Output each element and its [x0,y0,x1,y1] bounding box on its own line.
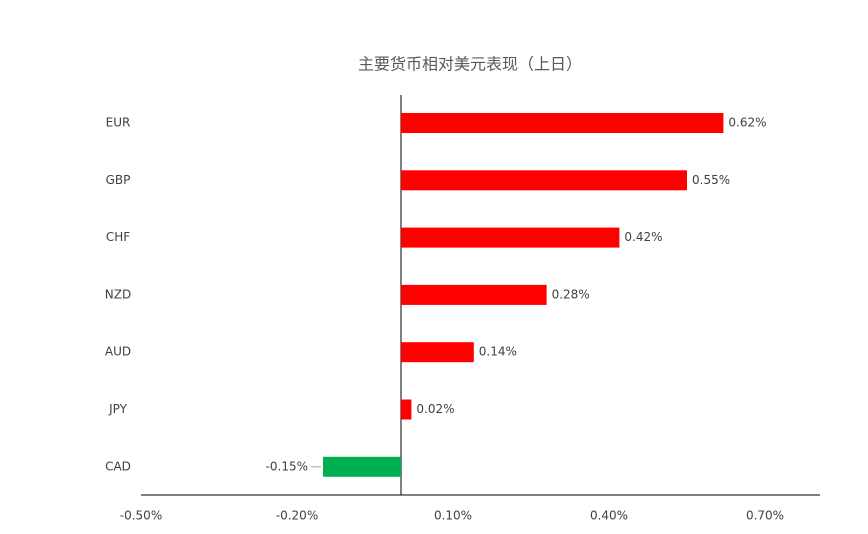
x-tick-label: 0.70% [746,509,784,523]
y-tick-label: GBP [106,173,131,187]
value-label: 0.14% [479,345,517,359]
bar [401,227,620,248]
y-tick-label: NZD [105,287,131,301]
value-label: 0.55% [692,173,730,187]
x-tick-label: 0.10% [434,509,472,523]
x-tick-label: -0.20% [276,509,318,523]
y-tick-label: AUD [105,345,131,359]
bar [401,399,412,420]
x-tick-label: 0.40% [590,509,628,523]
y-tick-label: CAD [105,459,131,473]
bar [401,342,474,363]
bar [323,456,401,477]
y-tick-label: JPY [108,402,128,416]
bar [401,284,547,305]
y-tick-label: EUR [106,116,131,130]
bar [401,113,724,133]
bar [401,170,687,191]
value-label: 0.28% [552,287,590,301]
x-tick-label: -0.50% [120,509,162,523]
value-label: 0.02% [416,402,454,416]
value-label: 0.42% [624,230,662,244]
value-label: 0.62% [728,116,766,130]
y-tick-label: CHF [106,230,130,244]
value-label: -0.15% [266,459,308,473]
chart-title: 主要货币相对美元表现（上日） [358,55,582,74]
